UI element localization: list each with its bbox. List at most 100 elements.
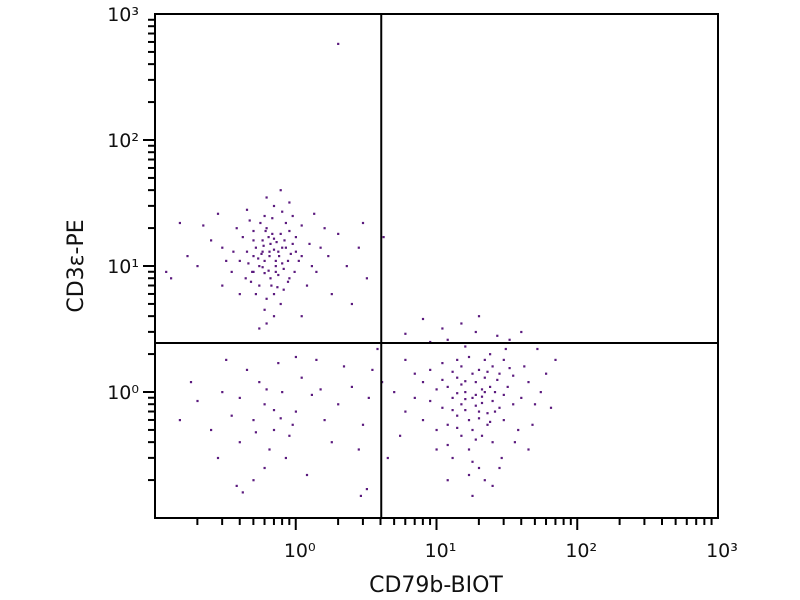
data-point <box>477 410 481 413</box>
data-point <box>221 246 224 249</box>
data-point <box>474 404 477 407</box>
data-point <box>288 277 291 280</box>
data-point <box>261 266 264 269</box>
data-point <box>232 250 235 253</box>
data-point <box>272 237 276 240</box>
data-point <box>371 368 374 371</box>
data-point <box>350 302 353 306</box>
data-point <box>520 396 523 399</box>
data-point <box>491 441 494 444</box>
data-point <box>506 385 509 388</box>
data-point <box>281 210 284 213</box>
data-point <box>252 270 255 273</box>
data-point <box>186 255 189 258</box>
data-point <box>446 423 449 426</box>
data-point <box>413 396 416 399</box>
data-point <box>531 423 534 426</box>
data-point <box>404 410 407 413</box>
data-point <box>238 441 241 444</box>
data-point <box>404 332 407 335</box>
data-point <box>456 414 459 417</box>
data-point <box>294 236 297 239</box>
data-point <box>245 250 249 253</box>
data-point <box>486 423 489 426</box>
data-point <box>271 217 274 220</box>
data-point <box>451 456 454 460</box>
data-point <box>268 448 271 451</box>
data-point <box>489 353 492 356</box>
data-point <box>284 246 287 249</box>
data-point <box>257 257 260 260</box>
data-point <box>435 428 438 432</box>
data-point <box>502 393 505 396</box>
data-point <box>554 358 557 361</box>
data-point <box>527 448 530 451</box>
data-point <box>421 381 425 384</box>
data-point <box>315 358 318 361</box>
data-point <box>189 381 193 384</box>
data-point <box>286 280 290 283</box>
data-point <box>451 396 454 399</box>
data-point <box>493 410 497 413</box>
data-point <box>252 479 255 482</box>
data-point <box>337 232 340 235</box>
data-point <box>441 362 444 365</box>
data-point <box>464 398 467 401</box>
x-tick-label: 10¹ <box>425 540 457 562</box>
y-tick-label: 10⁰ <box>107 382 139 404</box>
data-point <box>350 385 353 388</box>
data-point <box>258 381 261 384</box>
data-point <box>272 293 276 296</box>
data-point <box>221 284 224 287</box>
data-point <box>282 267 285 270</box>
data-point <box>489 385 492 388</box>
data-point <box>178 221 181 225</box>
data-point <box>297 259 300 262</box>
data-point <box>480 395 484 398</box>
data-point <box>493 391 497 394</box>
data-point <box>260 252 263 255</box>
data-point <box>281 391 284 394</box>
data-point <box>480 388 484 391</box>
axis-ticks: 10⁰ 10¹ 10² 10³ 10⁰ 10¹ 10² 10³ <box>107 4 738 562</box>
data-point <box>513 441 516 444</box>
data-point <box>286 259 290 262</box>
data-point <box>467 473 471 477</box>
data-point <box>261 250 264 253</box>
data-point <box>165 270 168 273</box>
data-point <box>491 484 494 487</box>
data-point <box>464 409 467 412</box>
data-point <box>330 441 333 444</box>
data-point <box>496 378 499 381</box>
data-point <box>451 409 454 412</box>
data-point <box>272 315 276 318</box>
data-point <box>254 246 257 249</box>
data-point <box>460 383 463 386</box>
data-point <box>251 270 254 273</box>
data-point <box>263 403 266 406</box>
data-point <box>500 456 503 460</box>
data-point <box>300 224 303 227</box>
data-point <box>527 381 530 384</box>
data-point <box>274 270 277 273</box>
data-point <box>536 347 539 351</box>
data-point <box>275 241 278 244</box>
data-point <box>310 265 313 268</box>
data-point <box>446 479 449 482</box>
data-point <box>268 250 271 253</box>
data-point <box>221 391 224 394</box>
data-point <box>489 420 492 423</box>
data-point <box>467 355 471 359</box>
data-point <box>539 391 542 394</box>
data-point <box>249 280 253 283</box>
data-point <box>279 302 282 306</box>
data-point <box>288 434 291 437</box>
data-point <box>429 399 432 403</box>
data-point <box>274 259 277 262</box>
data-point <box>467 448 471 451</box>
data-point <box>269 277 272 280</box>
data-point <box>278 255 281 258</box>
data-point <box>471 494 474 497</box>
data-point <box>345 265 348 268</box>
data-point <box>238 293 241 296</box>
